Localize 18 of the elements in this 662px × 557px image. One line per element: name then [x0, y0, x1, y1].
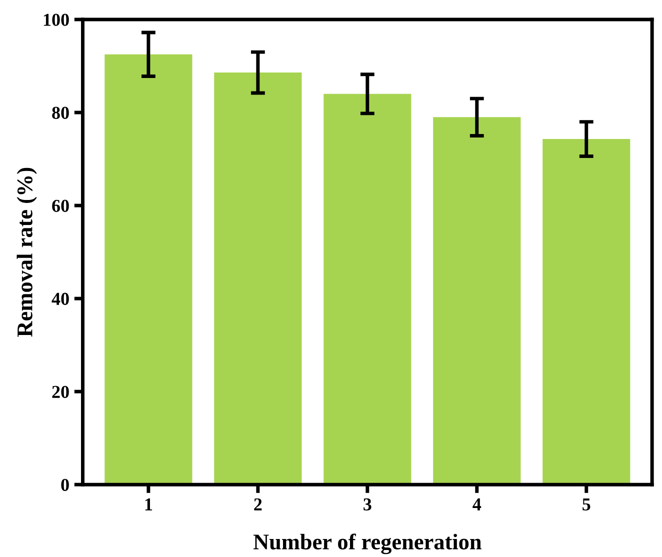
bar [324, 94, 412, 485]
bar [214, 72, 302, 485]
bar [104, 54, 192, 485]
y-tick-label: 20 [52, 386, 69, 398]
x-tick-label: 3 [364, 498, 372, 510]
bar [433, 117, 521, 485]
x-tick-label: 2 [254, 498, 262, 510]
y-tick-label: 40 [52, 292, 69, 305]
bar [542, 139, 630, 485]
y-tick-label: 0 [61, 478, 69, 492]
x-axis-title: Number of regeneration [253, 534, 482, 554]
y-tick-label: 100 [44, 14, 69, 26]
x-tick-label: 4 [472, 498, 482, 510]
y-axis-title: Removal rate (%) [16, 168, 37, 337]
x-tick-label: 5 [582, 498, 590, 510]
x-tick-label: 1 [145, 498, 152, 510]
y-tick-label: 80 [52, 106, 69, 119]
y-tick-label: 60 [52, 200, 69, 212]
